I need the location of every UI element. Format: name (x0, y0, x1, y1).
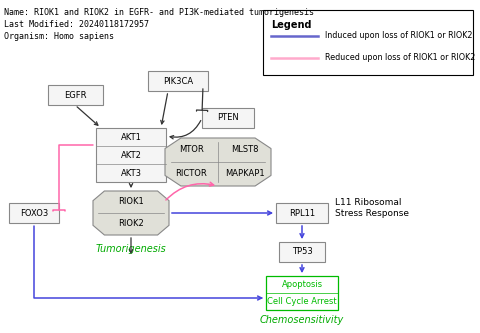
Polygon shape (93, 191, 169, 235)
Text: PIK3CA: PIK3CA (163, 77, 193, 86)
Text: RIOK1: RIOK1 (118, 197, 144, 206)
Text: EGFR: EGFR (64, 91, 86, 100)
FancyBboxPatch shape (96, 128, 166, 182)
FancyBboxPatch shape (9, 203, 59, 223)
Text: Last Modified: 20240118172957: Last Modified: 20240118172957 (4, 20, 149, 29)
Text: Chemosensitivity: Chemosensitivity (260, 315, 344, 325)
Text: Name: RIOK1 and RIOK2 in EGFR- and PI3K-mediated tumorigenesis: Name: RIOK1 and RIOK2 in EGFR- and PI3K-… (4, 8, 314, 17)
Text: MLST8: MLST8 (231, 146, 258, 155)
Text: RICTOR: RICTOR (176, 169, 207, 178)
FancyBboxPatch shape (263, 10, 473, 75)
Text: Tumorigenesis: Tumorigenesis (96, 244, 167, 254)
Text: Induced upon loss of RIOK1 or RIOK2: Induced upon loss of RIOK1 or RIOK2 (325, 32, 472, 41)
Text: MTOR: MTOR (179, 146, 204, 155)
Text: MAPKAP1: MAPKAP1 (225, 169, 264, 178)
Text: Apoptosis: Apoptosis (281, 280, 323, 289)
Text: FOXO3: FOXO3 (20, 208, 48, 217)
Text: Cell Cycle Arrest: Cell Cycle Arrest (267, 297, 337, 306)
Text: TP53: TP53 (292, 247, 312, 256)
FancyBboxPatch shape (148, 71, 208, 91)
Text: Organism: Homo sapiens: Organism: Homo sapiens (4, 32, 114, 41)
Text: Legend: Legend (271, 20, 312, 30)
Text: AKT2: AKT2 (120, 151, 142, 160)
FancyBboxPatch shape (276, 203, 328, 223)
Text: RPL11: RPL11 (289, 208, 315, 217)
Text: AKT3: AKT3 (120, 168, 142, 177)
Text: L11 Ribosomal
Stress Response: L11 Ribosomal Stress Response (335, 198, 409, 218)
FancyBboxPatch shape (266, 276, 338, 310)
Polygon shape (165, 138, 271, 186)
FancyBboxPatch shape (48, 85, 103, 105)
FancyBboxPatch shape (279, 242, 325, 262)
Text: Reduced upon loss of RIOK1 or RIOK2: Reduced upon loss of RIOK1 or RIOK2 (325, 54, 475, 63)
Text: RIOK2: RIOK2 (118, 219, 144, 228)
Text: AKT1: AKT1 (120, 133, 142, 142)
FancyBboxPatch shape (202, 108, 254, 128)
Text: PTEN: PTEN (217, 114, 239, 123)
